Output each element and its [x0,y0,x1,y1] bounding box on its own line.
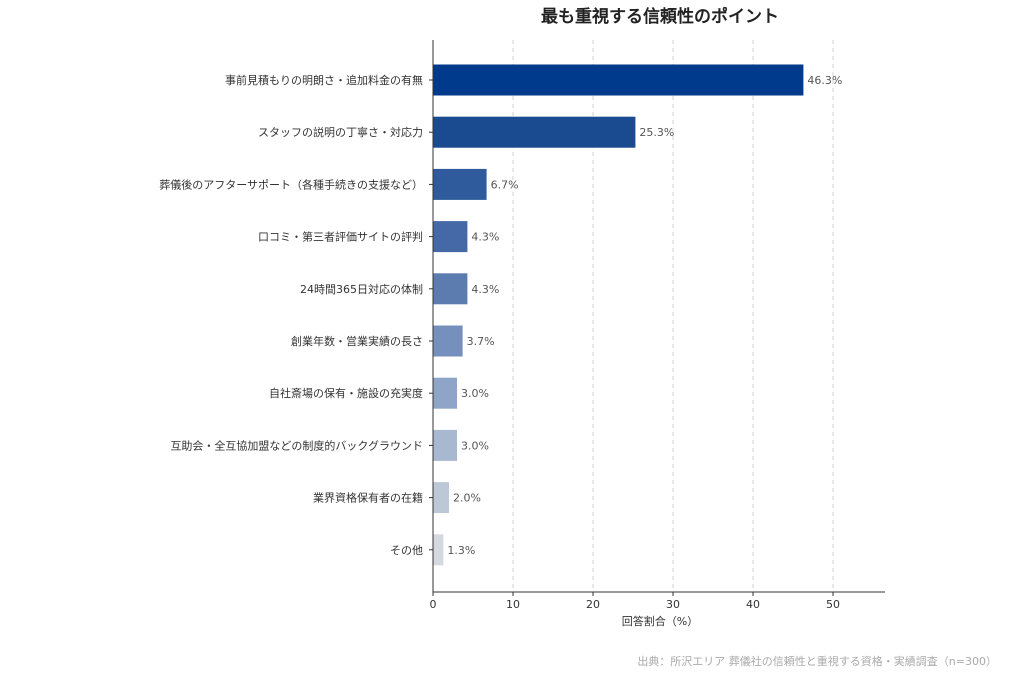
value-label: 1.3% [447,544,475,557]
value-label: 4.3% [471,283,499,296]
category-label: 自社斎場の保有・施設の充実度 [269,386,423,400]
source-note: 出典：所沢エリア 葬儀社の信頼性と重視する資格・実績調査（n=300） [637,654,997,668]
category-label: 葬儀後のアフターサポート（各種手続きの支援など） [159,177,423,191]
value-label: 3.7% [467,335,495,348]
bar [433,429,457,461]
bar [433,221,468,253]
category-label: 互助会・全互協加盟などの制度的バックグラウンド [170,438,423,452]
category-label: 24時間365日対応の体制 [300,282,423,296]
bar [433,325,463,357]
value-label: 25.3% [639,126,674,139]
category-label: 事前見積もりの明朗さ・追加料金の有無 [225,73,423,87]
bar [433,482,449,514]
bar [433,377,457,409]
bar [433,116,636,148]
x-tick-label: 20 [586,598,600,611]
x-tick-label: 50 [826,598,840,611]
value-label: 4.3% [471,231,499,244]
value-label: 6.7% [491,178,519,191]
x-tick-label: 40 [746,598,760,611]
bar [433,534,444,566]
value-label: 2.0% [453,492,481,505]
category-label: スタッフの説明の丁寧さ・対応力 [258,125,423,139]
x-tick-label: 10 [506,598,520,611]
value-label: 46.3% [807,74,842,87]
x-tick-label: 30 [666,598,680,611]
bar [433,64,804,96]
value-label: 3.0% [461,439,489,452]
x-tick-label: 0 [430,598,437,611]
x-axis-label: 回答割合（%） [622,614,698,628]
category-label: 創業年数・営業実績の長さ [291,334,423,348]
bar [433,168,487,200]
bars: 事前見積もりの明朗さ・追加料金の有無 46.3% スタッフの説明の丁寧さ・対応力 25… [159,64,842,566]
category-label: その他 [390,544,423,557]
category-label: 口コミ・第三者評価サイトの評判 [258,230,423,244]
value-label: 3.0% [461,387,489,400]
chart-title: 最も重視する信頼性のポイント [541,6,779,27]
category-label: 業界資格保有者の在籍 [313,491,423,505]
bar [433,273,468,305]
x-axis-ticks: 0 10 20 30 40 50 [430,592,840,611]
